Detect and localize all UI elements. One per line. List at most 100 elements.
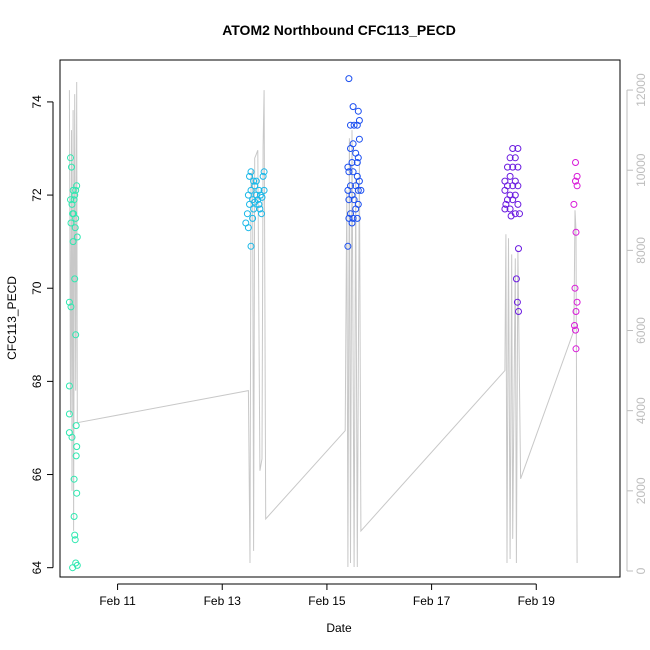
data-point (255, 186, 263, 194)
data-point (349, 168, 357, 176)
data-point (243, 210, 251, 218)
data-point (571, 284, 579, 292)
data-point (352, 205, 360, 213)
data-point (344, 186, 352, 194)
data-point (572, 177, 579, 185)
data-point (258, 193, 266, 201)
data-point (353, 214, 361, 222)
data-point (67, 196, 74, 204)
data-point (504, 196, 511, 204)
data-point (65, 382, 73, 390)
data-point (69, 238, 77, 246)
data-point (501, 205, 509, 213)
data-point (571, 322, 578, 329)
x-axis: Feb 11 Feb 13 Feb 15 Feb 17 Feb 19 (99, 583, 555, 608)
data-point (247, 168, 255, 176)
data-point (260, 168, 268, 176)
data-point (73, 182, 81, 190)
chart-title: ATOM2 Northbound CFC113_PECD (222, 22, 456, 38)
data-point (514, 145, 522, 152)
data-point (511, 154, 519, 162)
data-point (246, 172, 253, 180)
x-tick-label: Feb 11 (99, 594, 136, 608)
data-point (514, 200, 522, 208)
data-point (72, 214, 80, 222)
y2-tick-label: 6000 (634, 317, 648, 344)
data-point (501, 186, 509, 194)
data-point (357, 186, 365, 194)
data-point (65, 298, 73, 306)
data-point (255, 200, 263, 208)
data-point (260, 186, 268, 194)
data-point (511, 210, 519, 218)
y2-tick-label: 10000 (634, 153, 648, 187)
data-point (516, 210, 523, 218)
data-point (355, 177, 363, 185)
data-point (506, 205, 514, 213)
data-point (258, 210, 265, 218)
data-point (73, 443, 81, 451)
data-point (348, 159, 356, 166)
data-point (247, 242, 255, 250)
data-point (345, 168, 353, 176)
secondary-line-series (68, 81, 578, 568)
y-tick-label: 74 (30, 95, 44, 109)
y-tick-label: 66 (30, 468, 44, 482)
data-point (353, 121, 361, 129)
data-point (70, 196, 78, 204)
data-point (513, 298, 521, 306)
data-point (67, 154, 74, 162)
data-point (345, 75, 353, 83)
data-point (512, 275, 520, 283)
data-point (355, 135, 363, 143)
data-point (354, 154, 362, 162)
data-point (259, 172, 267, 180)
data-point (247, 186, 255, 194)
y2-tick-label: 0 (634, 567, 648, 574)
data-point (69, 186, 77, 194)
y2-tick-label: 8000 (634, 237, 648, 264)
data-point (71, 191, 79, 199)
data-point (572, 345, 580, 353)
y-axis: 64 66 68 70 72 74 (30, 95, 54, 574)
data-point (349, 103, 357, 111)
data-point (506, 172, 514, 180)
data-point (250, 177, 258, 185)
data-point (68, 163, 75, 171)
data-point (350, 121, 358, 129)
data-point (250, 205, 258, 213)
data-point (572, 326, 579, 334)
data-point (515, 245, 522, 253)
data-point (65, 410, 73, 418)
data-point (344, 163, 352, 171)
secondary-y-axis: 0 2000 4000 6000 8000 10000 12000 (626, 73, 648, 574)
data-point (71, 275, 79, 283)
data-point (344, 242, 352, 250)
y-tick-label: 68 (30, 374, 44, 388)
data-point (345, 196, 353, 204)
data-point (354, 107, 362, 115)
data-point (73, 233, 81, 241)
data-point (69, 564, 77, 572)
data-point (502, 200, 510, 208)
data-point (70, 475, 78, 483)
data-point (504, 163, 511, 171)
data-point (572, 228, 580, 236)
data-point (251, 198, 259, 206)
data-point (68, 433, 76, 441)
data-point (348, 219, 356, 227)
data-point (572, 308, 580, 315)
y2-tick-label: 4000 (634, 397, 648, 424)
y-tick-label: 70 (30, 281, 44, 295)
y2-tick-label: 12000 (634, 73, 648, 107)
data-point (71, 536, 79, 544)
data-point (572, 159, 579, 166)
data-point (515, 308, 522, 315)
data-point (509, 163, 517, 171)
data-point (514, 163, 522, 171)
data-point (67, 303, 75, 311)
x-tick-label: Feb 17 (413, 594, 451, 608)
data-point (509, 196, 517, 204)
y2-tick-label: 2000 (634, 477, 648, 504)
